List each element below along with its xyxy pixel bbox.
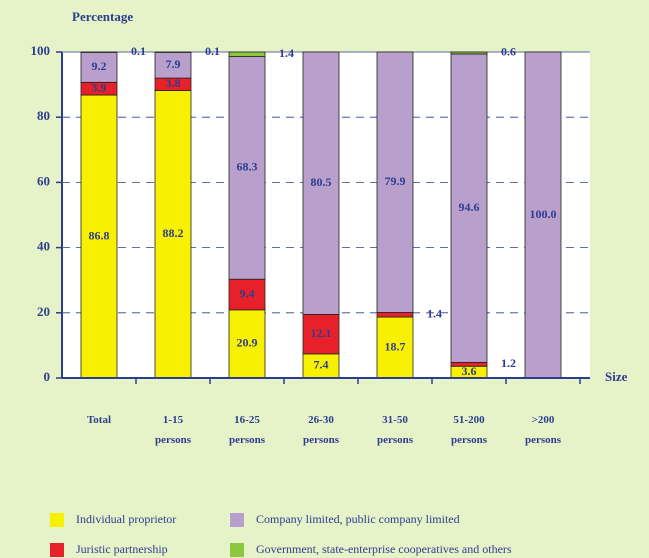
x-tick-label-line: 16-25 bbox=[234, 414, 260, 426]
y-tick-label: 100 bbox=[31, 43, 51, 58]
x-tick-label: 26-30 persons bbox=[303, 414, 340, 446]
legend-swatch bbox=[50, 543, 64, 557]
bar-segment bbox=[80, 51, 118, 83]
data-label: 9.2 bbox=[92, 59, 107, 73]
x-tick-label: 51-200 persons bbox=[451, 414, 488, 446]
bar-segment bbox=[376, 312, 414, 318]
data-label: 3.6 bbox=[462, 364, 477, 378]
x-tick-label: 1-15 persons bbox=[155, 414, 192, 446]
legend-label: Government, state-enterprise cooperative… bbox=[256, 542, 512, 556]
data-label: 20.9 bbox=[237, 336, 258, 350]
data-label: 79.9 bbox=[385, 174, 406, 188]
bar-segment bbox=[450, 53, 488, 363]
data-label: 94.6 bbox=[459, 200, 480, 214]
x-tick-label-line: persons bbox=[525, 434, 562, 446]
legend-swatch bbox=[50, 513, 64, 527]
legend-label: Individual proprietor bbox=[76, 512, 176, 526]
legend-swatch bbox=[230, 543, 244, 557]
x-tick-label: 31-50 persons bbox=[377, 414, 414, 446]
bar-segment bbox=[524, 51, 562, 379]
legend-label: Juristic partnership bbox=[76, 542, 168, 556]
legend-label: Company limited, public company limited bbox=[256, 512, 460, 526]
x-tick-label-line: persons bbox=[377, 434, 414, 446]
y-tick-label: 0 bbox=[44, 369, 51, 384]
data-label: 68.3 bbox=[237, 160, 258, 174]
x-tick-label-line: persons bbox=[303, 434, 340, 446]
x-tick-label-line: Total bbox=[87, 414, 111, 426]
x-tick-label-line: persons bbox=[451, 434, 488, 446]
data-label: 7.4 bbox=[314, 358, 329, 372]
data-label: 88.2 bbox=[163, 226, 184, 240]
data-label: 18.7 bbox=[385, 339, 406, 353]
bar-segment bbox=[450, 361, 488, 367]
data-label: 1.4 bbox=[279, 46, 294, 60]
x-tick-label-line: 26-30 bbox=[308, 414, 334, 426]
y-tick-label: 40 bbox=[37, 239, 50, 254]
x-tick-label-line: persons bbox=[155, 434, 192, 446]
data-label: 0.6 bbox=[501, 45, 516, 59]
bar-segment bbox=[376, 51, 414, 313]
x-tick-label-line: 31-50 bbox=[382, 414, 408, 426]
y-tick-label: 20 bbox=[37, 304, 50, 319]
data-label: 0.1 bbox=[131, 44, 146, 58]
y-axis-label: Percentage bbox=[72, 9, 133, 24]
bar-segment bbox=[450, 51, 488, 55]
y-tick-label: 60 bbox=[37, 173, 50, 188]
data-label: 9.4 bbox=[240, 286, 255, 300]
x-tick-label: 16-25 persons bbox=[229, 414, 266, 446]
x-tick-label-line: persons bbox=[229, 434, 266, 446]
bar-segment bbox=[302, 314, 340, 355]
data-label: 1.4 bbox=[427, 307, 442, 321]
data-label: 3.9 bbox=[92, 80, 107, 94]
data-label: 86.8 bbox=[89, 228, 110, 242]
x-tick-label: Total bbox=[87, 414, 111, 426]
data-label: 3.8 bbox=[166, 76, 181, 90]
x-tick-label: >200 persons bbox=[525, 414, 562, 446]
bar-segment bbox=[228, 51, 266, 57]
data-label: 100.0 bbox=[530, 207, 557, 221]
x-tick-label-line: 1-15 bbox=[163, 414, 184, 426]
x-axis-label: Size bbox=[605, 369, 628, 384]
data-label: 0.1 bbox=[205, 44, 220, 58]
data-label: 1.2 bbox=[501, 356, 516, 370]
bar-segment bbox=[228, 309, 266, 379]
data-label: 12.1 bbox=[311, 326, 332, 340]
x-tick-label-line: >200 bbox=[532, 414, 555, 426]
legend-swatch bbox=[230, 513, 244, 527]
data-label: 7.9 bbox=[166, 57, 181, 71]
bar-segment bbox=[154, 90, 192, 379]
bar-segment bbox=[302, 51, 340, 315]
bar-segment bbox=[228, 56, 266, 280]
x-tick-label-line: 51-200 bbox=[453, 414, 485, 426]
data-label: 80.5 bbox=[311, 175, 332, 189]
y-tick-label: 80 bbox=[37, 108, 50, 123]
